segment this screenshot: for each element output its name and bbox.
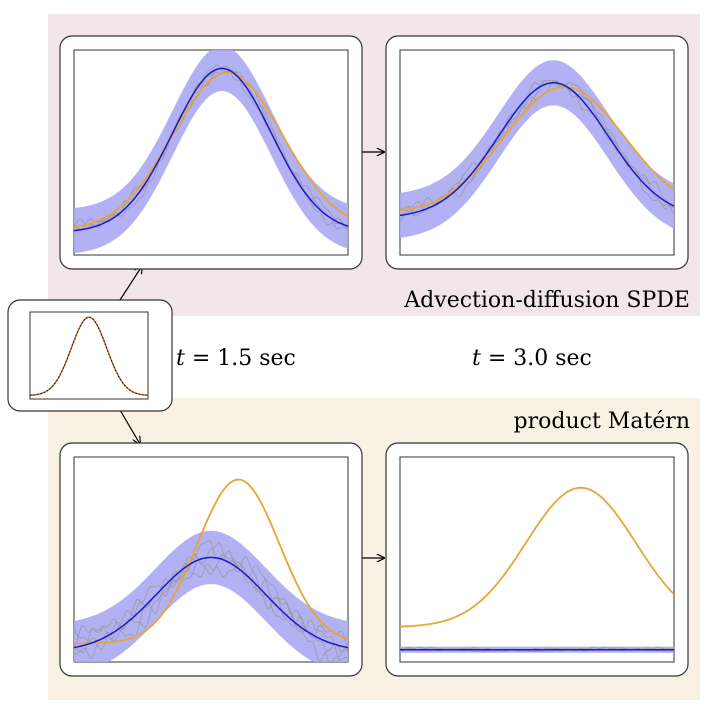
plot-frame-initial — [29, 311, 149, 400]
mean-line-spde-t1.5 — [74, 67, 348, 232]
sample-path-spde-t1.5-3 — [74, 64, 348, 231]
uncertainty-band-spde-t3.0 — [400, 60, 674, 238]
sample-path-matern-t1.5-1 — [74, 553, 348, 655]
truth-line-spde-t1.5 — [74, 71, 348, 229]
time-label-2: t = 3.0 sec — [472, 346, 592, 371]
uncertainty-band-matern-t1.5 — [74, 530, 348, 662]
plot-frame-matern-t2 — [399, 456, 675, 663]
arrow-to-spde — [119, 266, 142, 301]
arrow-to-matern — [119, 409, 140, 444]
panel-initial — [7, 299, 173, 412]
panel-spde-t1 — [59, 35, 363, 270]
panel-spde-t2 — [385, 35, 689, 270]
panel-matern-t1 — [59, 442, 363, 677]
time-label-1: t = 1.5 sec — [176, 346, 296, 371]
spde-title: Advection-diffusion SPDE — [403, 288, 690, 313]
sample-path-matern-t1.5-2 — [74, 550, 348, 662]
panel-matern-t2 — [385, 442, 689, 677]
truth-line-spde-t3.0 — [400, 85, 674, 212]
truth-line-matern-t3.0 — [400, 486, 674, 628]
truth-line-matern-t1.5 — [74, 478, 348, 645]
matern-title: product Matérn — [514, 409, 690, 434]
sample-path-matern-t1.5-3 — [74, 542, 348, 662]
uncertainty-band-spde-t1.5 — [74, 50, 348, 254]
sample-path-matern-t1.5-4 — [74, 539, 348, 662]
sample-path-spde-t3.0-2 — [400, 79, 674, 214]
mean-line-spde-t3.0 — [400, 82, 674, 217]
mean-line-initial — [30, 316, 148, 396]
mean-line-matern-t1.5 — [74, 556, 348, 649]
